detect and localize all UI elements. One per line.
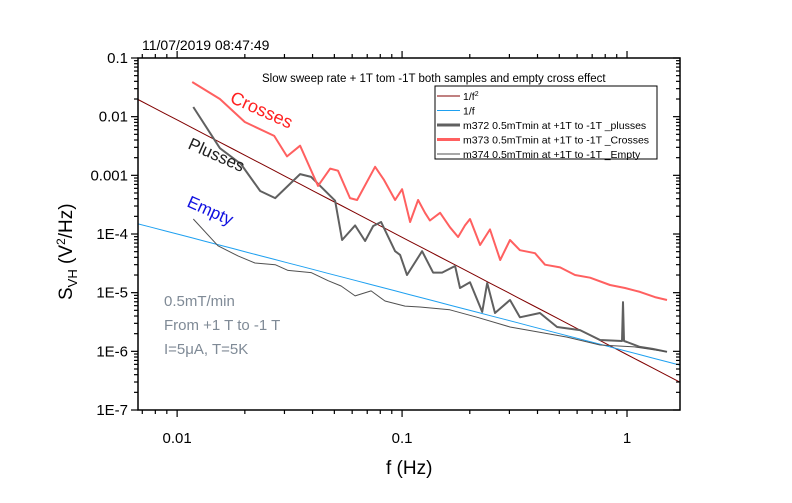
y-tick-label: 0.01 [99, 109, 128, 126]
series-line-empty [192, 218, 668, 353]
info-line-range: From +1 T to -1 T [164, 317, 280, 334]
y-label-rest: (V [56, 245, 77, 270]
x-tick-label: 0.1 [392, 430, 413, 447]
info-line-sweep: 0.5mT/min [164, 293, 235, 310]
y-label-main: S [56, 287, 77, 300]
y-tick-label: 0.1 [107, 50, 128, 67]
y-label-end: /Hz) [56, 203, 77, 238]
x-axis-label: f (Hz) [386, 458, 432, 479]
legend-label: m374 0.5mTmin at +1T to -1T _Empty [463, 149, 641, 161]
x-tick-label: 1 [623, 430, 631, 447]
x-tick-label: 0.01 [163, 430, 192, 447]
y-tick-label: 1E-7 [96, 402, 128, 419]
info-block: 0.5mT/min From +1 T to -1 T I=5μA, T=5K [164, 293, 280, 358]
annotation-empty: Empty [184, 192, 236, 229]
info-line-conditions: I=5μA, T=5K [164, 341, 248, 358]
annotation-empty-text: Empty [184, 192, 236, 229]
chart-title: Slow sweep rate + 1T tom -1T both sample… [262, 73, 606, 85]
series-line-crosses [191, 81, 668, 301]
legend-label: m372 0.5mTmin at +1T to -1T _plusses [463, 120, 646, 132]
legend-label: m373 0.5mTmin at +1T to -1T _Crosses [463, 135, 649, 147]
fit-line-inverse-f [138, 223, 680, 366]
y-axis-label-text: SVH (V2/Hz) [54, 203, 80, 300]
y-axis-label: SVH (V2/Hz) [54, 203, 80, 300]
axes: 0.01 0.1 1 0.1 0.01 0.001 1E-4 1E-5 1E-6 1E-7 [90, 50, 681, 447]
y-tick-label: 0.001 [90, 167, 128, 184]
y-label-sub: VH [65, 269, 80, 287]
legend-label: 1/f [463, 106, 475, 118]
annotation-crosses-text: Crosses [227, 87, 295, 132]
plot-area [138, 81, 680, 383]
timestamp: 11/07/2019 08:47:49 [142, 37, 270, 53]
y-label-sup: 2 [54, 238, 68, 245]
y-tick-label: 1E-6 [96, 343, 128, 360]
y-tick-label: 1E-5 [96, 285, 128, 302]
legend-box [434, 85, 658, 160]
y-tick-label: 1E-4 [96, 226, 128, 243]
legend-label-sup: 2 [475, 91, 479, 98]
annotation-crosses: Crosses [227, 87, 295, 132]
